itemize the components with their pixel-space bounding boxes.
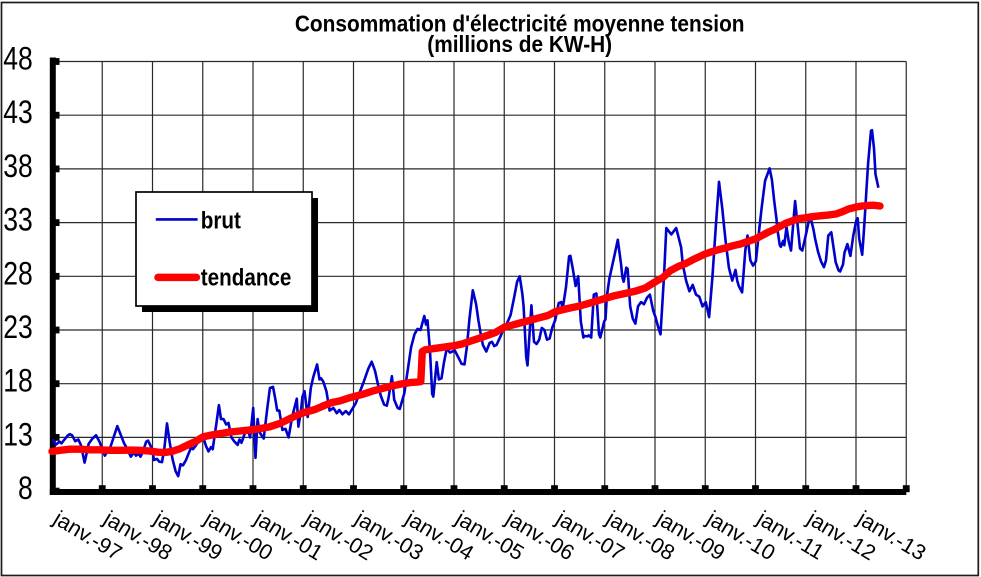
svg-text:48: 48 (3, 41, 33, 77)
svg-text:brut: brut (201, 207, 242, 234)
svg-text:38: 38 (3, 149, 33, 185)
svg-text:28: 28 (3, 256, 33, 292)
svg-text:43: 43 (3, 95, 33, 131)
svg-text:18: 18 (3, 363, 33, 399)
svg-text:13: 13 (3, 417, 33, 453)
svg-text:Consommation d'électricité moy: Consommation d'électricité moyenne tensi… (295, 10, 745, 36)
svg-text:(millions de KW-H): (millions de KW-H) (427, 31, 612, 57)
svg-text:23: 23 (3, 310, 33, 346)
svg-text:8: 8 (18, 471, 33, 507)
svg-text:33: 33 (3, 202, 33, 238)
svg-text:tendance: tendance (201, 264, 292, 291)
